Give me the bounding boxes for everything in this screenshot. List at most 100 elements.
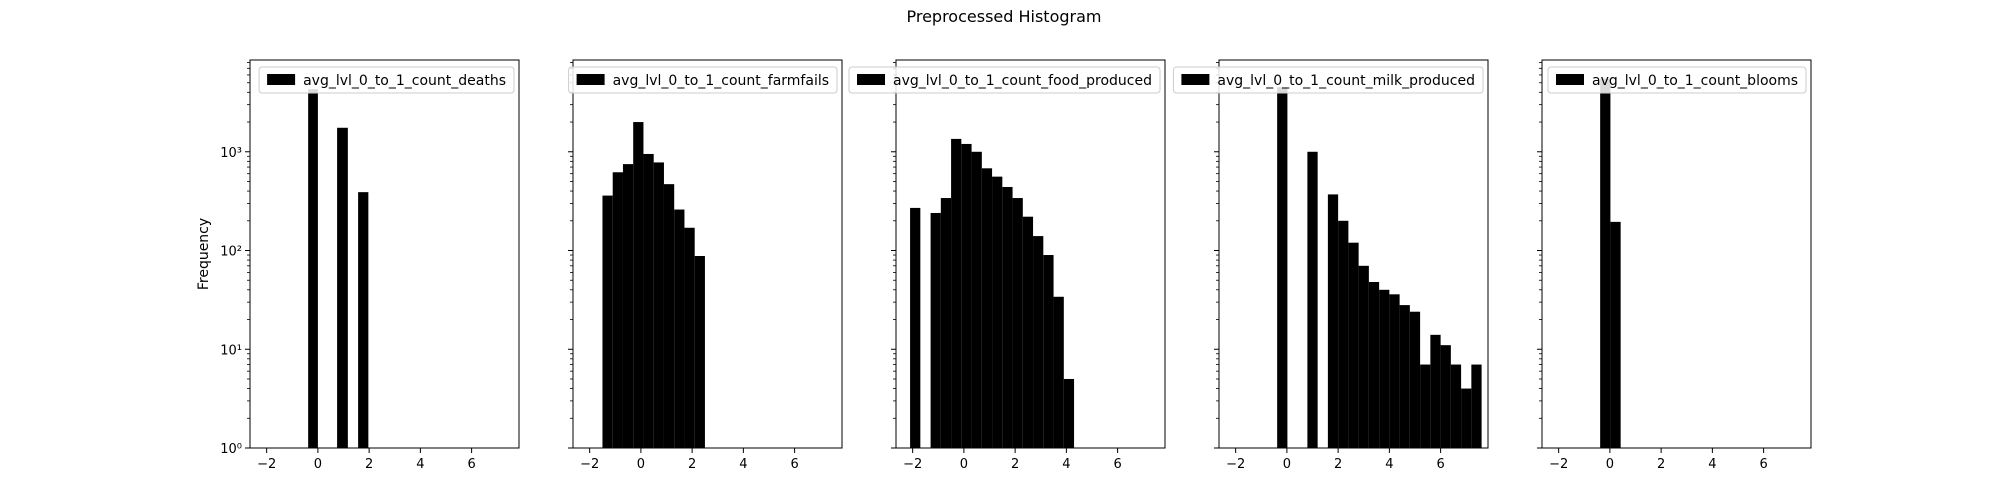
histogram-bar <box>1002 186 1013 448</box>
legend-label: avg_lvl_0_to_1_count_food_produced <box>893 73 1152 89</box>
axes-frame <box>1218 59 1489 449</box>
legend-box <box>568 66 838 94</box>
x-tick-label: 0 <box>314 457 322 472</box>
histogram-bar <box>1450 364 1462 448</box>
legend-swatch <box>267 74 296 85</box>
x-tick-label: −2 <box>580 457 599 472</box>
x-tick-label: 4 <box>1708 457 1716 472</box>
x-tick-label: 0 <box>1283 457 1291 472</box>
figure-title: Preprocessed Histogram <box>906 7 1101 26</box>
legend: avg_lvl_0_to_1_count_blooms <box>1547 66 1807 94</box>
histogram-bar <box>653 162 664 448</box>
histogram-bar <box>1420 364 1431 448</box>
axes-frame <box>249 59 520 449</box>
histogram-bar <box>1327 194 1339 448</box>
histogram-bar <box>930 212 941 448</box>
x-tick-label: 2 <box>365 457 373 472</box>
legend: avg_lvl_0_to_1_count_food_produced <box>848 66 1161 94</box>
histogram-bar <box>308 89 318 448</box>
x-tick-label: 6 <box>1759 457 1767 472</box>
y-tick-label: 10⁰ <box>220 442 242 457</box>
histogram-bar <box>1043 255 1054 448</box>
histogram-bar <box>971 151 982 448</box>
x-tick-label: 6 <box>1113 457 1121 472</box>
histogram-bar <box>663 184 675 448</box>
histogram-bar <box>940 198 952 448</box>
legend-swatch <box>1556 74 1584 85</box>
x-tick-label: 2 <box>1657 457 1665 472</box>
histogram-bar <box>694 256 705 448</box>
axes-frame <box>895 59 1166 449</box>
histogram-bar <box>1440 345 1451 448</box>
x-tick-label: −2 <box>1226 457 1245 472</box>
x-tick-label: 0 <box>637 457 645 472</box>
legend-label: avg_lvl_0_to_1_count_farmfails <box>613 73 829 89</box>
histogram-bar <box>1012 198 1023 448</box>
legend-box <box>1547 66 1807 94</box>
x-tick-label: 2 <box>688 457 696 472</box>
x-tick-label: −2 <box>257 457 276 472</box>
histogram-bar <box>1348 242 1359 448</box>
histogram-bar <box>910 207 921 448</box>
x-tick-label: 6 <box>467 457 475 472</box>
x-tick-label: 4 <box>739 457 747 472</box>
histogram-bar <box>643 153 654 448</box>
y-tick-label: 10¹ <box>220 343 242 358</box>
histogram-bar <box>612 172 623 448</box>
histogram-bar <box>633 122 644 448</box>
y-axis-label: Frequency <box>196 218 212 290</box>
bars-group <box>910 138 1075 448</box>
axes-frame <box>572 59 843 449</box>
histogram-bar <box>622 164 634 448</box>
histogram-panel-2: −2 0 2 4 6 avg_lvl_0_to_1_count_farmfails <box>568 59 843 472</box>
bars-group <box>1277 87 1482 448</box>
x-tick-label: 4 <box>416 457 424 472</box>
legend-swatch <box>576 74 605 85</box>
histogram-bar <box>358 192 369 448</box>
legend: avg_lvl_0_to_1_count_farmfails <box>568 66 838 94</box>
legend-label: avg_lvl_0_to_1_count_milk_produced <box>1217 73 1475 89</box>
legend-label: avg_lvl_0_to_1_count_deaths <box>303 73 506 89</box>
axes-frame <box>1541 59 1812 449</box>
histogram-bar <box>1461 388 1472 448</box>
histogram-bar <box>1430 334 1441 448</box>
histogram-panel-4: −2 0 2 4 6 avg_lvl_0_to_1_count_milk_produced <box>1172 59 1489 472</box>
x-tick-label: 2 <box>1334 457 1342 472</box>
x-tick-label: 0 <box>960 457 968 472</box>
histogram-panel-5: −2 0 2 4 6 avg_lvl_0_to_1_count_blooms <box>1537 59 1812 472</box>
histogram-bar <box>992 176 1003 448</box>
histogram-bar <box>961 143 972 448</box>
histogram-bar <box>674 209 685 448</box>
histogram-bar <box>1358 265 1369 448</box>
legend: avg_lvl_0_to_1_count_milk_produced <box>1172 66 1484 94</box>
x-tick-label: −2 <box>903 457 922 472</box>
x-tick-label: 4 <box>1062 457 1070 472</box>
histogram-bar <box>602 195 613 448</box>
legend-label: avg_lvl_0_to_1_count_blooms <box>1592 73 1798 89</box>
x-tick-label: 6 <box>1436 457 1444 472</box>
histogram-bar <box>684 227 695 448</box>
histogram-bar <box>1399 305 1410 448</box>
histogram-bar <box>1033 236 1044 448</box>
histogram-bar <box>951 138 962 448</box>
x-tick-label: 2 <box>1011 457 1019 472</box>
x-tick-label: 6 <box>790 457 798 472</box>
histogram-panel-3: −2 0 2 4 6 avg_lvl_0_to_1_count_food_produced <box>848 59 1166 472</box>
bars-group <box>1600 78 1621 448</box>
histogram-bar <box>1277 87 1288 448</box>
x-tick-label: 0 <box>1606 457 1614 472</box>
histogram-bar <box>1409 311 1421 448</box>
histogram-bar <box>1338 220 1349 448</box>
bars-group <box>308 89 369 448</box>
histogram-bar <box>1022 216 1034 448</box>
x-tick-label: 4 <box>1385 457 1393 472</box>
histogram-bar <box>981 168 993 448</box>
y-tick-label: 10³ <box>220 146 242 161</box>
histogram-bar <box>1471 364 1482 448</box>
legend: avg_lvl_0_to_1_count_deaths <box>258 66 515 94</box>
histogram-bar <box>1053 296 1064 448</box>
histogram-panel-1: −2 0 2 4 6 10⁰ 10¹ 10² 10³ Frequency avg_lvl_0_to_… <box>196 59 520 472</box>
legend-box <box>848 66 1161 94</box>
histogram-panels: −2 0 2 4 6 10⁰ 10¹ 10² 10³ Frequency avg_lvl_0_to_… <box>196 59 1812 472</box>
